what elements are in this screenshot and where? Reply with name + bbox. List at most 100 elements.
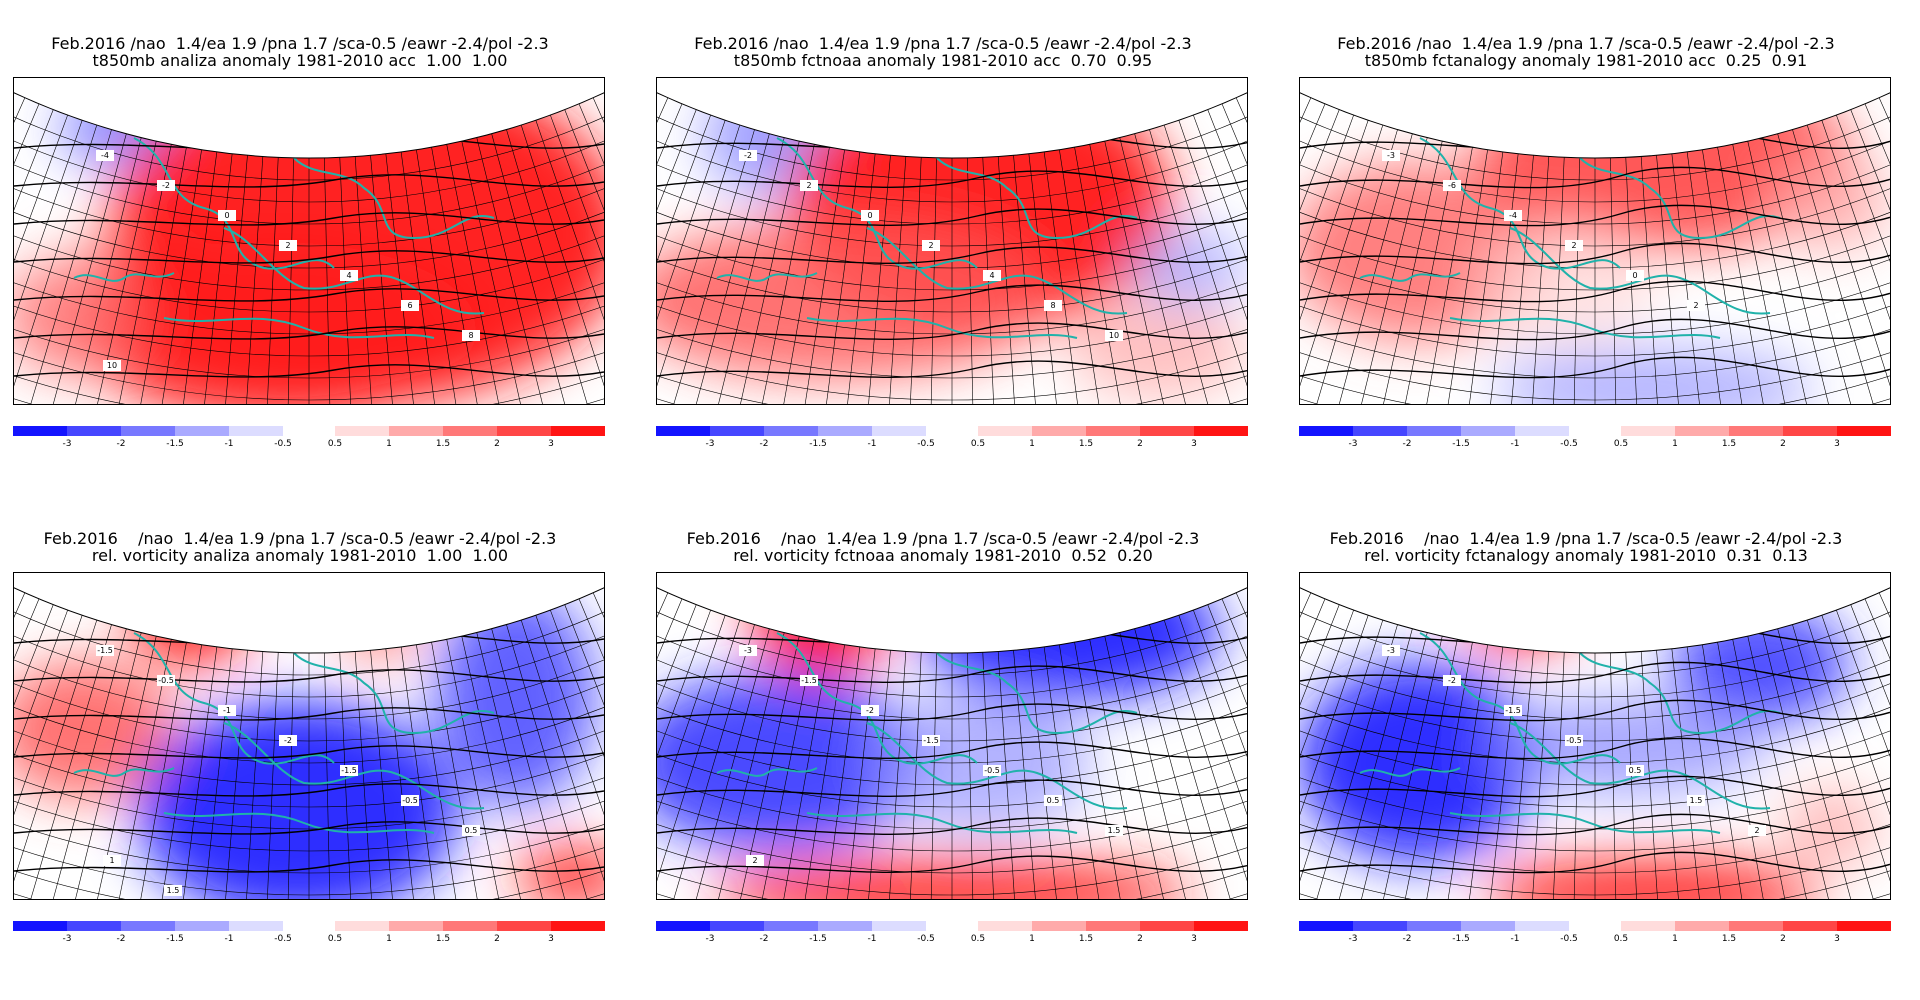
contour-label-bg: [1565, 735, 1583, 746]
colorbar-label: 1: [386, 934, 392, 944]
domain-outline: [14, 92, 604, 159]
colorbar-swatch-positive: [335, 426, 389, 436]
contour-label-bg: [739, 150, 757, 161]
contour-label: 2: [1571, 241, 1576, 250]
colorbar-swatch-negative: [121, 921, 175, 931]
colorbar-swatch-negative: [1515, 426, 1569, 436]
colorbar-label: -1.5: [809, 934, 827, 944]
colorbar-label: -2: [1402, 439, 1412, 449]
colorbar-label: 3: [1191, 439, 1197, 449]
colorbar-label: 1.5: [1078, 439, 1094, 449]
contour-lines: [14, 631, 604, 873]
colorbar-swatch-negative: [710, 426, 764, 436]
map-plot: -2 2 0 2 4 8 10: [657, 91, 1247, 404]
contour-label: -2: [1448, 676, 1456, 685]
colorbar-swatch-negative: [229, 426, 283, 436]
colorbar-swatch-positive: [551, 426, 605, 436]
contour-label: 4: [346, 271, 351, 280]
colorbar-swatch-negative: [656, 426, 710, 436]
colorbar-swatch-positive: [335, 921, 389, 931]
colorbar-label: -2: [759, 934, 769, 944]
contour-label-group: -3 -6 -4 2 0 2: [1382, 150, 1705, 311]
map-frame: -3 -1.5 -2 -1.5 -0.5 0.5 1.5 2: [656, 572, 1248, 900]
contour-label: -1: [223, 706, 231, 715]
colorbar-label: 1: [386, 439, 392, 449]
colorbar-label: 1.5: [1721, 439, 1737, 449]
contour-label-bg: [164, 885, 182, 896]
contour-label: 8: [1050, 301, 1055, 310]
colorbar-swatch-negative: [818, 426, 872, 436]
colorbar-swatch-positive: [1783, 921, 1837, 931]
panel-title-line2: t850mb fctanalogy anomaly 1981-2010 acc …: [1364, 51, 1808, 70]
colorbar-label: 0.5: [327, 439, 343, 449]
contour-label: 0.5: [465, 826, 478, 835]
colorbar: -3 -2 -1.5 -1 -0.5 0.5 1 1.5 2 3: [656, 921, 1248, 951]
contour-label: -0.5: [984, 766, 1000, 775]
contour-label-bg: [340, 270, 358, 281]
contour-label-bg: [462, 330, 480, 341]
colorbar-label: 0.5: [970, 439, 986, 449]
colorbar-swatch-positive: [389, 426, 443, 436]
colorbar-swatch-negative: [1299, 921, 1353, 931]
colorbar-swatch-negative: [764, 921, 818, 931]
colorbar-label: -1.5: [1452, 934, 1470, 944]
panel-title-line1: Feb.2016 /nao 1.4/ea 1.9 /pna 1.7 /sca-0…: [1337, 34, 1835, 53]
colorbar-swatch-positive: [1086, 426, 1140, 436]
contour-label: 6: [407, 301, 412, 310]
contour-label-bg: [1382, 150, 1400, 161]
contour-label: -2: [162, 181, 170, 190]
colorbar-swatch-positive: [1675, 426, 1729, 436]
graticule: [14, 97, 604, 404]
contour-label: 2: [806, 181, 811, 190]
colorbar-swatch-negative: [1299, 426, 1353, 436]
colorbar-swatch-positive: [1032, 921, 1086, 931]
contour-label: -1.5: [801, 676, 817, 685]
panel-title-line2: t850mb analiza anomaly 1981-2010 acc 1.0…: [92, 51, 508, 70]
contour-label-bg: [1105, 330, 1123, 341]
contour-label-group: -4 -2 0 2 4 6 8 10: [96, 150, 480, 371]
domain-outline: [1300, 92, 1890, 159]
colorbar-swatch-negative: [67, 921, 121, 931]
contour-label: -2: [744, 151, 752, 160]
colorbar-label: -3: [705, 934, 715, 944]
contour-label-group: -2 2 0 2 4 8 10: [739, 150, 1123, 341]
colorbar-swatch-negative: [1515, 921, 1569, 931]
contour-label: 1.5: [1690, 796, 1703, 805]
colorbar-swatch-negative: [1461, 921, 1515, 931]
colorbar-label: -0.5: [917, 934, 935, 944]
contour-label: 0.5: [1047, 796, 1060, 805]
colorbar-swatch-negative: [1353, 921, 1407, 931]
graticule: [657, 97, 1247, 404]
colorbar-swatch-negative: [764, 426, 818, 436]
contour-label: -3: [1387, 151, 1395, 160]
colorbar-label: -1.5: [166, 934, 184, 944]
contour-label-bg: [1382, 645, 1400, 656]
contour-label-bg: [279, 240, 297, 251]
colorbar-label: -1: [867, 934, 877, 944]
coastlines: [716, 137, 1138, 339]
contour-label-bg: [1504, 210, 1522, 221]
contour-label-bg: [1044, 795, 1062, 806]
contour-label-bg: [1687, 795, 1705, 806]
contour-label-bg: [1443, 180, 1461, 191]
contour-label: -1.5: [97, 646, 113, 655]
contour-label-bg: [1105, 825, 1123, 836]
contour-label: -2: [284, 736, 292, 745]
contour-label: -2: [866, 706, 874, 715]
colorbar-label: 3: [548, 439, 554, 449]
coastlines: [1359, 137, 1781, 339]
colorbar: -3 -2 -1.5 -1 -0.5 0.5 1 1.5 2 3: [1299, 426, 1891, 456]
colorbar-label: 1.5: [435, 439, 451, 449]
domain-outline: [657, 92, 1247, 159]
contour-label: 1: [109, 856, 114, 865]
contour-label-bg: [983, 765, 1001, 776]
contour-label: 2: [928, 241, 933, 250]
colorbar-swatch-negative: [13, 426, 67, 436]
contour-label-bg: [983, 270, 1001, 281]
contour-label-bg: [96, 150, 114, 161]
contour-label: -0.5: [402, 796, 418, 805]
colorbar-label: -1.5: [809, 439, 827, 449]
colorbar-label: 1.5: [1721, 934, 1737, 944]
contour-label: -1.5: [1505, 706, 1521, 715]
map-panel-4: Feb.2016 /nao 1.4/ea 1.9 /pna 1.7 /sca-0…: [0, 530, 605, 1000]
